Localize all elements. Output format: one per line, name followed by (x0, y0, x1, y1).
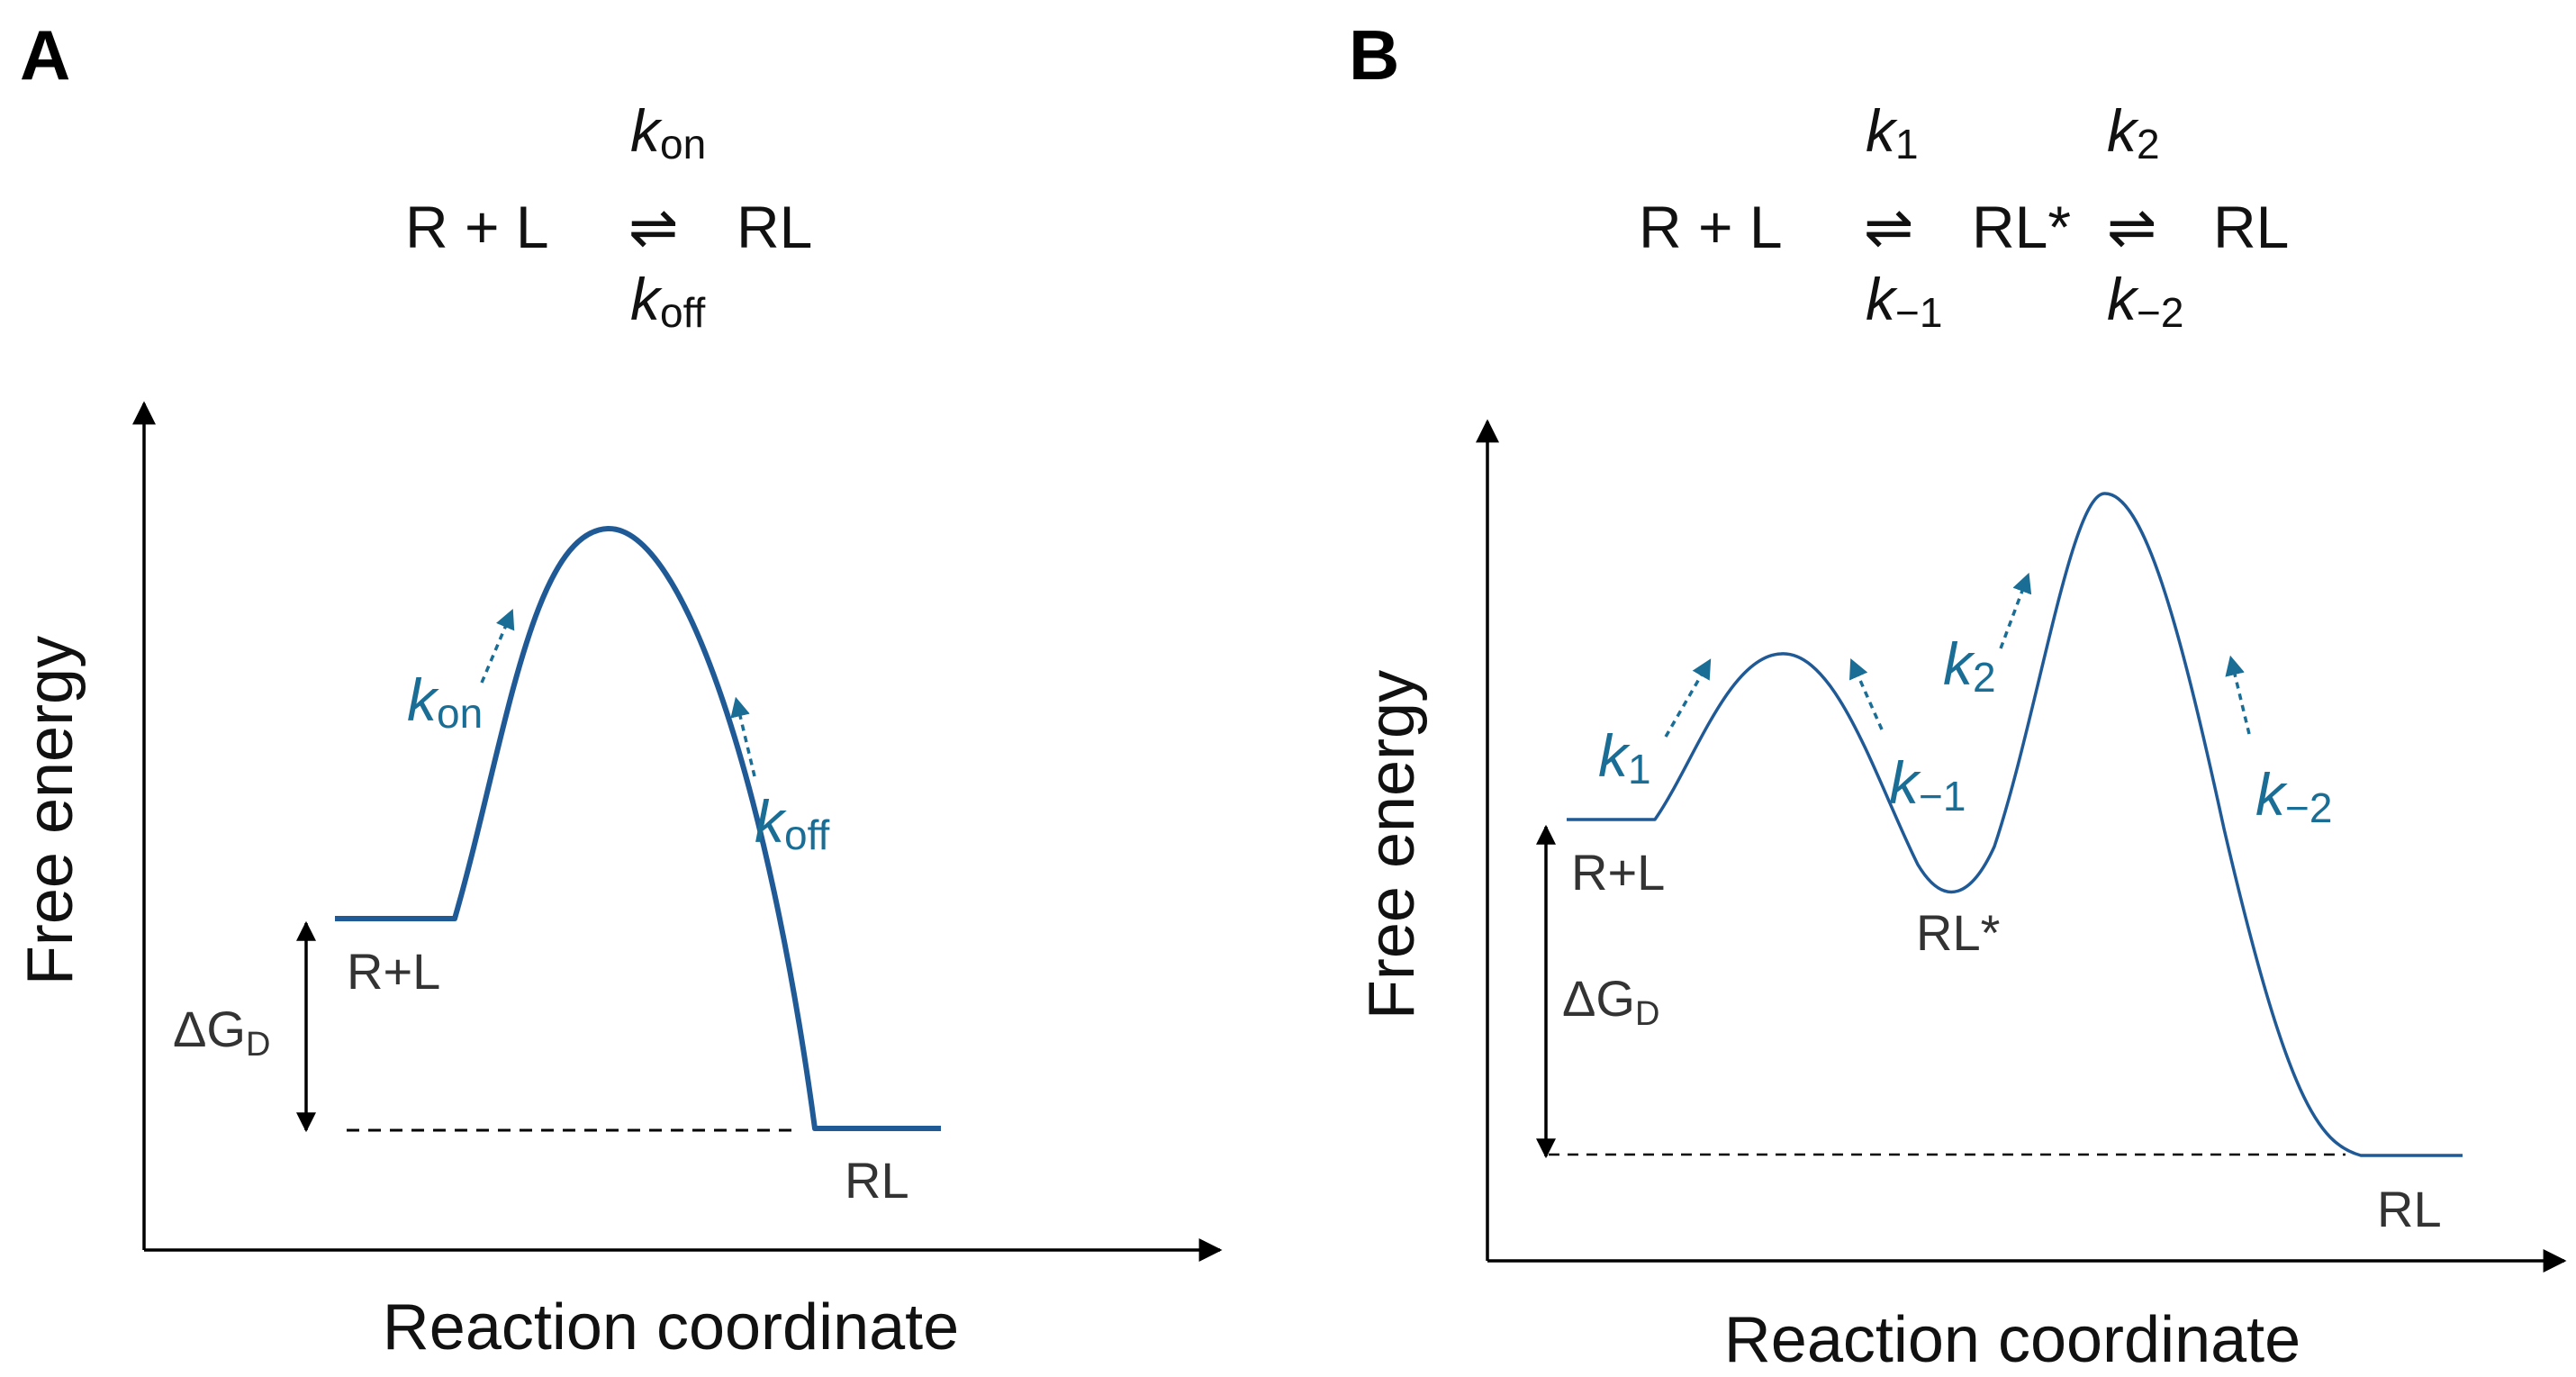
panel-b-label: B (1349, 15, 1399, 95)
panel-b-k2-arrow (1999, 572, 2032, 649)
panel-a: A R + L ⇌ RL kon koff Free energy Reacti… (14, 15, 1223, 1363)
panel-b-equation: R + L ⇌ RL* ⇌ RL k1 k−1 k2 k−2 (1639, 97, 2289, 336)
panel-b-state-product: RL (2377, 1181, 2442, 1237)
panel-b-km1-arrow (1849, 657, 1884, 730)
panel-b-km2-label: k−2 (2255, 761, 2332, 831)
panel-a-label: A (20, 15, 70, 95)
panel-b-k1-arrow (1664, 658, 1712, 738)
eq-a-left: R + L (405, 194, 549, 260)
eq-b-k1: k1 (1866, 97, 1919, 168)
panel-b-state-intermediate: RL* (1916, 904, 2000, 961)
eq-b-middle: RL* (1972, 194, 2071, 260)
eq-b-km1: k−1 (1866, 266, 1942, 336)
panel-a-y-axis-label: Free energy (14, 636, 86, 985)
panel-a-kon-arrow (480, 608, 515, 684)
panel-b-delta-g-label: ΔGD (1562, 970, 1659, 1033)
panel-a-state-reactant: R+L (347, 943, 440, 1000)
panel-a-state-product: RL (845, 1152, 909, 1209)
panel-a-energy-curve (335, 525, 941, 1131)
eq-a-kon: kon (630, 97, 706, 168)
panel-b: B R + L ⇌ RL* ⇌ RL k1 k−1 k2 k−2 Free en… (1349, 15, 2567, 1376)
panel-a-kon-label: kon (407, 666, 483, 737)
panel-a-koff-arrow (730, 696, 756, 777)
eq-a-right: RL (737, 194, 812, 260)
eq-b-right: RL (2213, 194, 2289, 260)
panel-b-y-axis-label: Free energy (1356, 670, 1428, 1019)
eq-b-k2: k2 (2107, 97, 2160, 168)
panel-b-energy-curve (1567, 492, 2463, 1157)
eq-b-arrow2: ⇌ (2107, 194, 2156, 260)
eq-a-arrow: ⇌ (628, 194, 678, 260)
panel-b-km2-arrow (2225, 655, 2251, 735)
eq-b-left: R + L (1639, 194, 1783, 260)
panel-a-x-axis-label: Reaction coordinate (383, 1291, 959, 1363)
panel-b-k2-label: k2 (1943, 630, 1996, 701)
eq-b-km2: k−2 (2107, 266, 2183, 336)
panel-a-koff-label: koff (755, 788, 830, 858)
panel-b-state-reactant: R+L (1571, 844, 1665, 901)
panel-a-delta-g-label: ΔGD (173, 1001, 270, 1064)
panel-b-x-axis-label: Reaction coordinate (1724, 1304, 2300, 1376)
panel-b-km1-label: k−1 (1889, 749, 1966, 820)
eq-a-koff: koff (630, 266, 706, 336)
eq-b-arrow1: ⇌ (1864, 194, 1913, 260)
panel-b-k1-label: k1 (1598, 722, 1651, 793)
panel-a-equation: R + L ⇌ RL kon koff (405, 97, 812, 336)
